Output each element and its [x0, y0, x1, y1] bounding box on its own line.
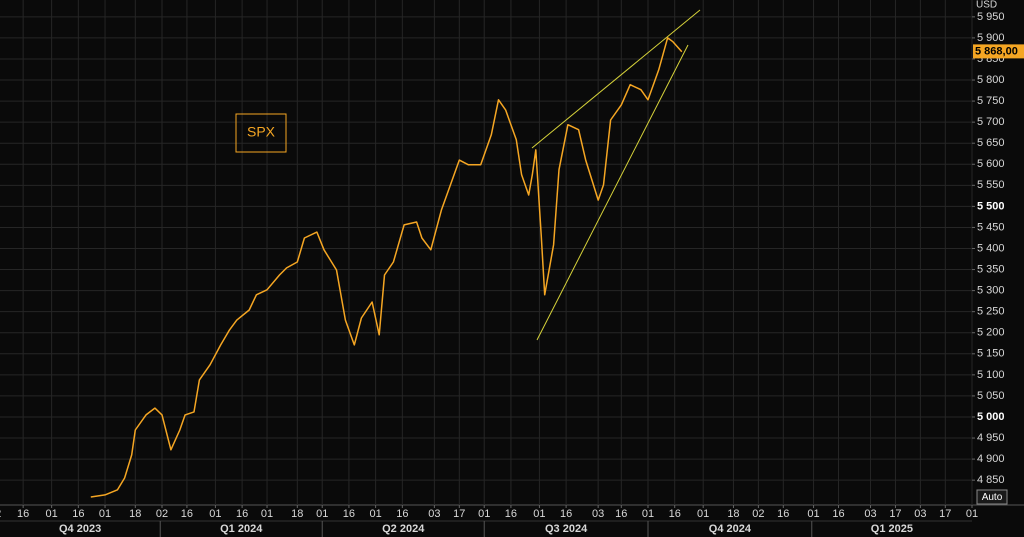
y-tick-label: 5 600	[977, 158, 1005, 170]
y-tick-label: 5 450	[977, 221, 1005, 233]
y-tick-label: 5 400	[977, 242, 1005, 254]
x-tick-label: 01	[478, 508, 490, 520]
price-line	[90, 37, 683, 498]
x-tick-label: 01	[642, 508, 654, 520]
y-tick-label: 5 200	[977, 327, 1005, 339]
y-tick-label: 5 250	[977, 306, 1005, 318]
y-tick-label: 5 150	[977, 348, 1005, 360]
x-tick-label: 17	[889, 508, 901, 520]
x-tick-label: 17	[939, 508, 951, 520]
x-tick-label: 16	[777, 508, 789, 520]
x-tick-label: 18	[727, 508, 739, 520]
scale-mode[interactable]: Auto	[982, 492, 1003, 503]
x-tick-label: 01	[46, 508, 58, 520]
y-tick-label: 4 900	[977, 453, 1005, 465]
x-tick-label: 02	[156, 508, 168, 520]
quarter-label: Q1 2025	[871, 523, 913, 535]
y-tick-label: 5 950	[977, 11, 1005, 23]
x-tick-label: 01	[370, 508, 382, 520]
last-price-tag	[973, 44, 1024, 59]
grid	[0, 0, 973, 505]
trendline-lower	[536, 44, 689, 341]
series-label-box	[235, 113, 287, 153]
x-tick-label: 02	[752, 508, 764, 520]
x-tick-label: 16	[236, 508, 248, 520]
y-tick-label: 5 100	[977, 369, 1005, 381]
y-tick-label: 5 500	[977, 200, 1005, 212]
x-tick-label: 18	[129, 508, 141, 520]
x-tick-label: 16	[181, 508, 193, 520]
plot	[90, 37, 683, 498]
x-tick-label: 03	[592, 508, 604, 520]
quarter-label: Q3 2024	[545, 523, 588, 535]
x-tick-label: 01	[99, 508, 111, 520]
x-tick-label: 01	[697, 508, 709, 520]
trendline-upper	[531, 9, 701, 149]
x-tick-label: 17	[453, 508, 465, 520]
x-tick-label: 2	[0, 508, 1, 520]
y-tick-label: 4 950	[977, 432, 1005, 444]
y-tick-label: 5 550	[977, 179, 1005, 191]
y-tick-label: 5 900	[977, 32, 1005, 44]
x-tick-label: 16	[560, 508, 572, 520]
y-tick-label: 5 000	[977, 411, 1005, 423]
x-tick-label: 16	[17, 508, 29, 520]
x-tick-label: 01	[533, 508, 545, 520]
x-tick-label: 01	[966, 508, 978, 520]
y-tick-label: 4 850	[977, 474, 1005, 486]
x-tick-label: 16	[615, 508, 627, 520]
x-tick-label: 01	[261, 508, 273, 520]
y-tick-label: 5 800	[977, 74, 1005, 86]
x-tick-label: 16	[832, 508, 844, 520]
series-label: SPX	[247, 124, 276, 140]
y-tick-label: 5 650	[977, 137, 1005, 149]
y-tick-label: 5 350	[977, 263, 1005, 275]
x-tick-label: 16	[669, 508, 681, 520]
x-tick-label: 16	[505, 508, 517, 520]
y-tick-label: 5 750	[977, 95, 1005, 107]
quarter-label: Q2 2024	[382, 523, 425, 535]
y-tick-label: 5 300	[977, 285, 1005, 297]
x-tick-label: 16	[72, 508, 84, 520]
quarter-label: Q1 2024	[220, 523, 263, 535]
x-tick-label: 01	[209, 508, 221, 520]
x-tick-label: 18	[291, 508, 303, 520]
last-price-label: 5 868,00	[975, 45, 1018, 57]
x-tick-label: 16	[396, 508, 408, 520]
x-tick-label: 03	[428, 508, 440, 520]
x-tick-label: 03	[914, 508, 926, 520]
y-axis-panel	[972, 0, 1024, 505]
x-tick-label: 01	[316, 508, 328, 520]
scale-mode-box[interactable]	[976, 489, 1008, 505]
currency-label: USD	[976, 0, 997, 11]
y-tick-label: 5 050	[977, 390, 1005, 402]
quarter-label: Q4 2024	[709, 523, 752, 535]
x-tick-label: 03	[864, 508, 876, 520]
x-tick-label: 01	[807, 508, 819, 520]
x-tick-label: 16	[343, 508, 355, 520]
y-tick-label: 5 700	[977, 116, 1005, 128]
quarter-label: Q4 2023	[59, 523, 101, 535]
